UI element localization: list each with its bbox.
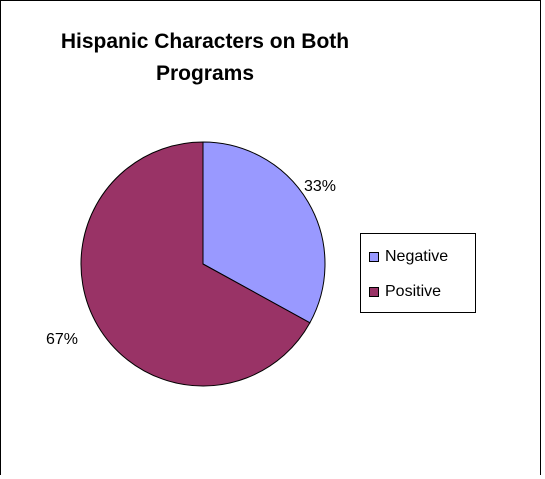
legend-swatch-positive	[369, 287, 379, 297]
legend: Negative Positive	[360, 233, 476, 313]
legend-item-negative: Negative	[369, 246, 448, 268]
legend-item-positive: Positive	[369, 281, 441, 303]
pie-slice-negative	[202, 141, 326, 324]
legend-label-positive: Positive	[385, 283, 442, 300]
chart-title: Hispanic Characters on Both Programs	[60, 30, 350, 85]
legend-swatch-negative	[369, 252, 379, 262]
data-label-positive: 67%	[46, 331, 79, 348]
data-label-negative: 33%	[304, 178, 337, 195]
pie-slice-positive	[80, 141, 311, 387]
legend-label-negative: Negative	[385, 248, 449, 265]
